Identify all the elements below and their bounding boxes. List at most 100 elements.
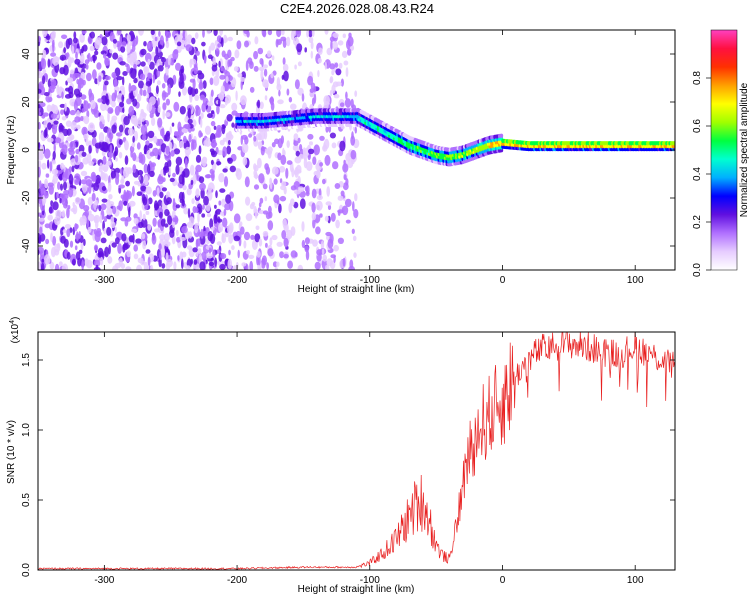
spectrogram-cell <box>52 235 57 246</box>
spectrogram-cell <box>212 249 216 259</box>
spectrogram-cell <box>161 83 166 89</box>
spectrogram-cell <box>73 72 81 78</box>
spectrogram-cell <box>147 130 155 139</box>
spectrogram-cell <box>115 175 120 186</box>
spectrogram-cell <box>87 103 91 109</box>
spectrogram-cell <box>95 37 102 46</box>
spectrogram-cell <box>309 141 313 146</box>
spectrogram-cell <box>88 145 92 154</box>
spectrogram-cell <box>91 174 97 182</box>
y-tick-label: 0 <box>21 147 32 153</box>
spectrogram-cell <box>228 234 234 244</box>
x-tick-label: 0 <box>500 275 506 286</box>
spectrogram-cell <box>154 200 158 211</box>
spectrogram-cell <box>210 159 214 166</box>
spectrogram-cell <box>149 151 155 157</box>
spectrogram-cell <box>228 249 231 256</box>
spectrogram-cell <box>147 223 152 231</box>
spectrogram-cell <box>71 165 75 173</box>
spectrogram-cell <box>99 256 104 266</box>
spectrogram-cell <box>160 246 166 258</box>
spectrogram-cell <box>159 191 164 199</box>
spectrogram-cell <box>63 47 66 54</box>
spectrogram-cell <box>136 142 141 150</box>
spectrogram-cell <box>305 161 313 172</box>
spectrogram-cell <box>89 31 95 39</box>
spectrogram-cell <box>190 179 194 186</box>
spectrogram-cell <box>74 116 81 123</box>
spectrogram-cell <box>51 124 58 135</box>
spectrogram-cell <box>320 240 325 250</box>
spectrogram-cell <box>80 115 84 122</box>
spectrogram-cell <box>221 124 226 135</box>
spectrogram-cell <box>78 231 81 238</box>
spectrogram-cell <box>124 140 129 151</box>
spectrogram-cell <box>147 163 151 175</box>
spectrogram-cell <box>154 228 160 233</box>
spectrogram-cell <box>248 133 253 138</box>
spectrogram-cell <box>313 93 317 104</box>
spectrogram-cell <box>42 75 46 85</box>
spectrogram-cell <box>329 63 336 70</box>
spectrogram-cell <box>58 261 63 267</box>
spectrogram-cell <box>269 177 272 185</box>
spectrogram-cell <box>66 136 73 142</box>
spectrogram-cell <box>276 261 280 267</box>
spectrogram-cell <box>249 60 253 66</box>
spectrogram-cell <box>298 153 304 160</box>
spectrogram-cell <box>100 203 107 211</box>
spectrogram-cell <box>195 106 201 117</box>
spectrogram-cell <box>277 99 284 105</box>
spectrogram-cell <box>345 91 348 100</box>
spectrogram-cell <box>332 41 339 50</box>
spectrogram-cell <box>280 30 285 36</box>
spectrogram-cell <box>65 120 72 127</box>
spectrogram-cell <box>218 172 225 183</box>
spectrogram-cell <box>96 228 102 233</box>
spectrogram-cell <box>61 34 68 40</box>
spectrogram-cell <box>182 135 187 144</box>
spectrogram-cell <box>162 102 167 111</box>
spectrogram-cell <box>101 198 108 203</box>
colorbar-ticks: 0.0 0.2 0.4 0.6 0.8 <box>692 71 711 277</box>
spectrogram-cell <box>77 78 84 89</box>
spectrogram-cell <box>354 193 358 202</box>
spectrogram-cell <box>108 201 115 207</box>
spectrogram-cell <box>326 47 333 56</box>
spectrogram-cell <box>267 248 274 257</box>
spectrogram-cell <box>223 176 229 187</box>
spectrogram-cell <box>64 102 67 112</box>
spectrogram-cell <box>307 75 314 86</box>
spectrogram-cell <box>95 264 99 270</box>
spectrogram-cell <box>81 151 87 157</box>
spectrogram-cell <box>200 188 205 199</box>
spectrogram-cell <box>210 120 216 127</box>
spectrogram-cell <box>329 77 333 84</box>
y-tick-label: -20 <box>21 190 32 205</box>
spectrogram-cell <box>226 114 233 122</box>
spectrogram-cell <box>187 86 193 96</box>
spectrogram-cell <box>132 164 137 174</box>
spectrogram-cell <box>95 219 99 229</box>
spectrogram-cell <box>140 185 147 192</box>
spectrogram-cell <box>219 263 226 270</box>
colorbar-tick-label: 0.2 <box>692 215 703 229</box>
spectrogram-cell <box>111 115 118 122</box>
spectrogram-cell <box>88 161 94 166</box>
spectrogram-cell <box>167 215 173 226</box>
spectrogram-cell <box>145 140 150 146</box>
spectrogram-cell <box>83 115 90 125</box>
spectrogram-cell <box>350 98 354 109</box>
spectrogram-cell <box>103 30 110 33</box>
spectrogram-cell <box>315 169 321 179</box>
spectrogram-cell <box>294 79 300 90</box>
spectrogram-cell <box>241 262 247 267</box>
spectrogram-cell <box>155 85 159 95</box>
spectrogram-cell <box>344 198 352 208</box>
spectrogram-cell <box>172 197 176 207</box>
spectrogram-cell <box>172 217 179 223</box>
spectrogram-cell <box>324 154 331 166</box>
snr-y-axis-label: SNR (10 * v/v) <box>6 420 17 484</box>
spectrogram-cell <box>269 96 274 106</box>
spectrogram-cell <box>286 140 290 149</box>
